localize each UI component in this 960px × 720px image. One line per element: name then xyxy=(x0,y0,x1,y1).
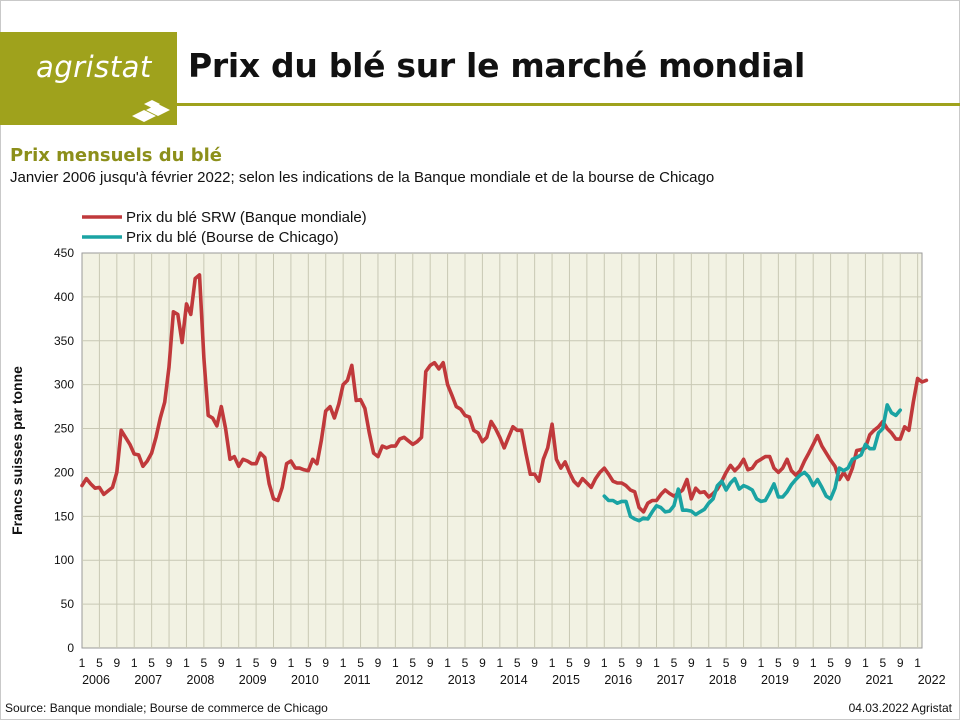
y-tick-label: 450 xyxy=(54,246,74,260)
x-tick-label: 1 xyxy=(392,656,399,670)
header-rule xyxy=(177,103,960,106)
x-tick-label: 1 xyxy=(810,656,817,670)
x-tick-label: 5 xyxy=(462,656,469,670)
x-year-label: 2013 xyxy=(448,673,476,687)
x-year-label: 2019 xyxy=(761,673,789,687)
x-tick-label: 9 xyxy=(688,656,695,670)
x-tick-label: 9 xyxy=(322,656,329,670)
y-axis-label: Francs suisses par tonne xyxy=(9,366,25,535)
x-year-label: 2006 xyxy=(82,673,110,687)
y-tick-label: 150 xyxy=(54,509,74,523)
x-tick-label: 5 xyxy=(148,656,155,670)
chart-title: Prix mensuels du blé xyxy=(10,145,223,166)
x-tick-label: 9 xyxy=(166,656,173,670)
x-tick-label: 9 xyxy=(427,656,434,670)
page-title: Prix du blé sur le marché mondial xyxy=(188,46,806,85)
x-tick-label: 1 xyxy=(235,656,242,670)
x-tick-label: 5 xyxy=(879,656,886,670)
y-tick-label: 50 xyxy=(61,597,75,611)
source-note: Source: Banque mondiale; Bourse de comme… xyxy=(5,701,328,715)
x-tick-label: 9 xyxy=(845,656,852,670)
x-year-label: 2009 xyxy=(239,673,267,687)
series-line-2 xyxy=(602,403,903,523)
logo-mark-icon xyxy=(132,100,170,122)
x-tick-label: 1 xyxy=(444,656,451,670)
x-tick-label: 9 xyxy=(740,656,747,670)
x-year-label: 2021 xyxy=(866,673,894,687)
x-tick-label: 1 xyxy=(183,656,190,670)
x-year-label: 2012 xyxy=(395,673,423,687)
y-tick-label: 250 xyxy=(54,422,74,436)
x-year-label: 2016 xyxy=(604,673,632,687)
x-tick-label: 9 xyxy=(479,656,486,670)
series-layer xyxy=(80,273,929,523)
x-tick-label: 9 xyxy=(218,656,225,670)
x-tick-label: 5 xyxy=(253,656,260,670)
x-tick-label: 9 xyxy=(531,656,538,670)
x-tick-label: 1 xyxy=(705,656,712,670)
x-year-label: 2008 xyxy=(187,673,215,687)
x-tick-label: 5 xyxy=(201,656,208,670)
x-tick-label: 9 xyxy=(636,656,643,670)
x-tick-label: 9 xyxy=(113,656,120,670)
x-tick-label: 9 xyxy=(897,656,904,670)
x-tick-label: 5 xyxy=(827,656,834,670)
x-year-label: 2014 xyxy=(500,673,528,687)
series-line-1 xyxy=(80,273,929,514)
x-tick-label: 9 xyxy=(792,656,799,670)
y-tick-label: 200 xyxy=(54,465,74,479)
x-year-label: 2022 xyxy=(918,673,946,687)
x-tick-label: 9 xyxy=(375,656,382,670)
x-tick-label: 5 xyxy=(305,656,312,670)
x-tick-label: 1 xyxy=(496,656,503,670)
x-year-label: 2017 xyxy=(657,673,685,687)
x-year-label: 2007 xyxy=(134,673,162,687)
legend: Prix du blé SRW (Banque mondiale) Prix du… xyxy=(82,209,367,246)
x-tick-label: 1 xyxy=(862,656,869,670)
x-tick-label: 9 xyxy=(270,656,277,670)
x-tick-label: 5 xyxy=(775,656,782,670)
x-tick-label: 1 xyxy=(914,656,921,670)
x-tick-label: 1 xyxy=(549,656,556,670)
y-tick-label: 0 xyxy=(67,641,74,655)
x-tick-label: 1 xyxy=(288,656,295,670)
legend-entry-1: Prix du blé SRW (Banque mondiale) xyxy=(126,209,367,226)
x-tick-label: 1 xyxy=(340,656,347,670)
y-tick-label: 400 xyxy=(54,290,74,304)
x-year-label: 2015 xyxy=(552,673,580,687)
plot-area xyxy=(81,252,923,649)
x-tick-label: 5 xyxy=(723,656,730,670)
x-tick-label: 5 xyxy=(96,656,103,670)
x-tick-label: 5 xyxy=(566,656,573,670)
x-year-label: 2020 xyxy=(813,673,841,687)
grid-lines xyxy=(82,253,922,648)
x-tick-label: 5 xyxy=(618,656,625,670)
x-year-label: 2018 xyxy=(709,673,737,687)
x-tick-label: 5 xyxy=(514,656,521,670)
y-tick-label: 350 xyxy=(54,334,74,348)
x-tick-label: 1 xyxy=(601,656,608,670)
wheat-price-chart: Prix du blé SRW (Banque mondiale) Prix du… xyxy=(9,209,946,687)
x-year-label: 2011 xyxy=(344,673,371,687)
agristat-logo: agristat xyxy=(0,32,177,125)
x-tick-label: 1 xyxy=(758,656,765,670)
x-tick-label: 5 xyxy=(409,656,416,670)
logo-text: agristat xyxy=(36,50,152,84)
x-tick-label: 1 xyxy=(131,656,138,670)
x-year-label: 2010 xyxy=(291,673,319,687)
y-tick-label: 300 xyxy=(54,378,74,392)
date-credit: 04.03.2022 Agristat xyxy=(848,701,952,715)
chart-subtitle: Janvier 2006 jusqu'à février 2022; selon… xyxy=(10,169,715,186)
x-tick-label: 5 xyxy=(357,656,364,670)
x-tick-label: 9 xyxy=(584,656,591,670)
x-tick-label: 1 xyxy=(79,656,86,670)
legend-entry-2: Prix du blé (Bourse de Chicago) xyxy=(126,229,339,246)
x-tick-label: 1 xyxy=(653,656,660,670)
x-tick-label: 5 xyxy=(671,656,678,670)
y-tick-label: 100 xyxy=(54,553,74,567)
